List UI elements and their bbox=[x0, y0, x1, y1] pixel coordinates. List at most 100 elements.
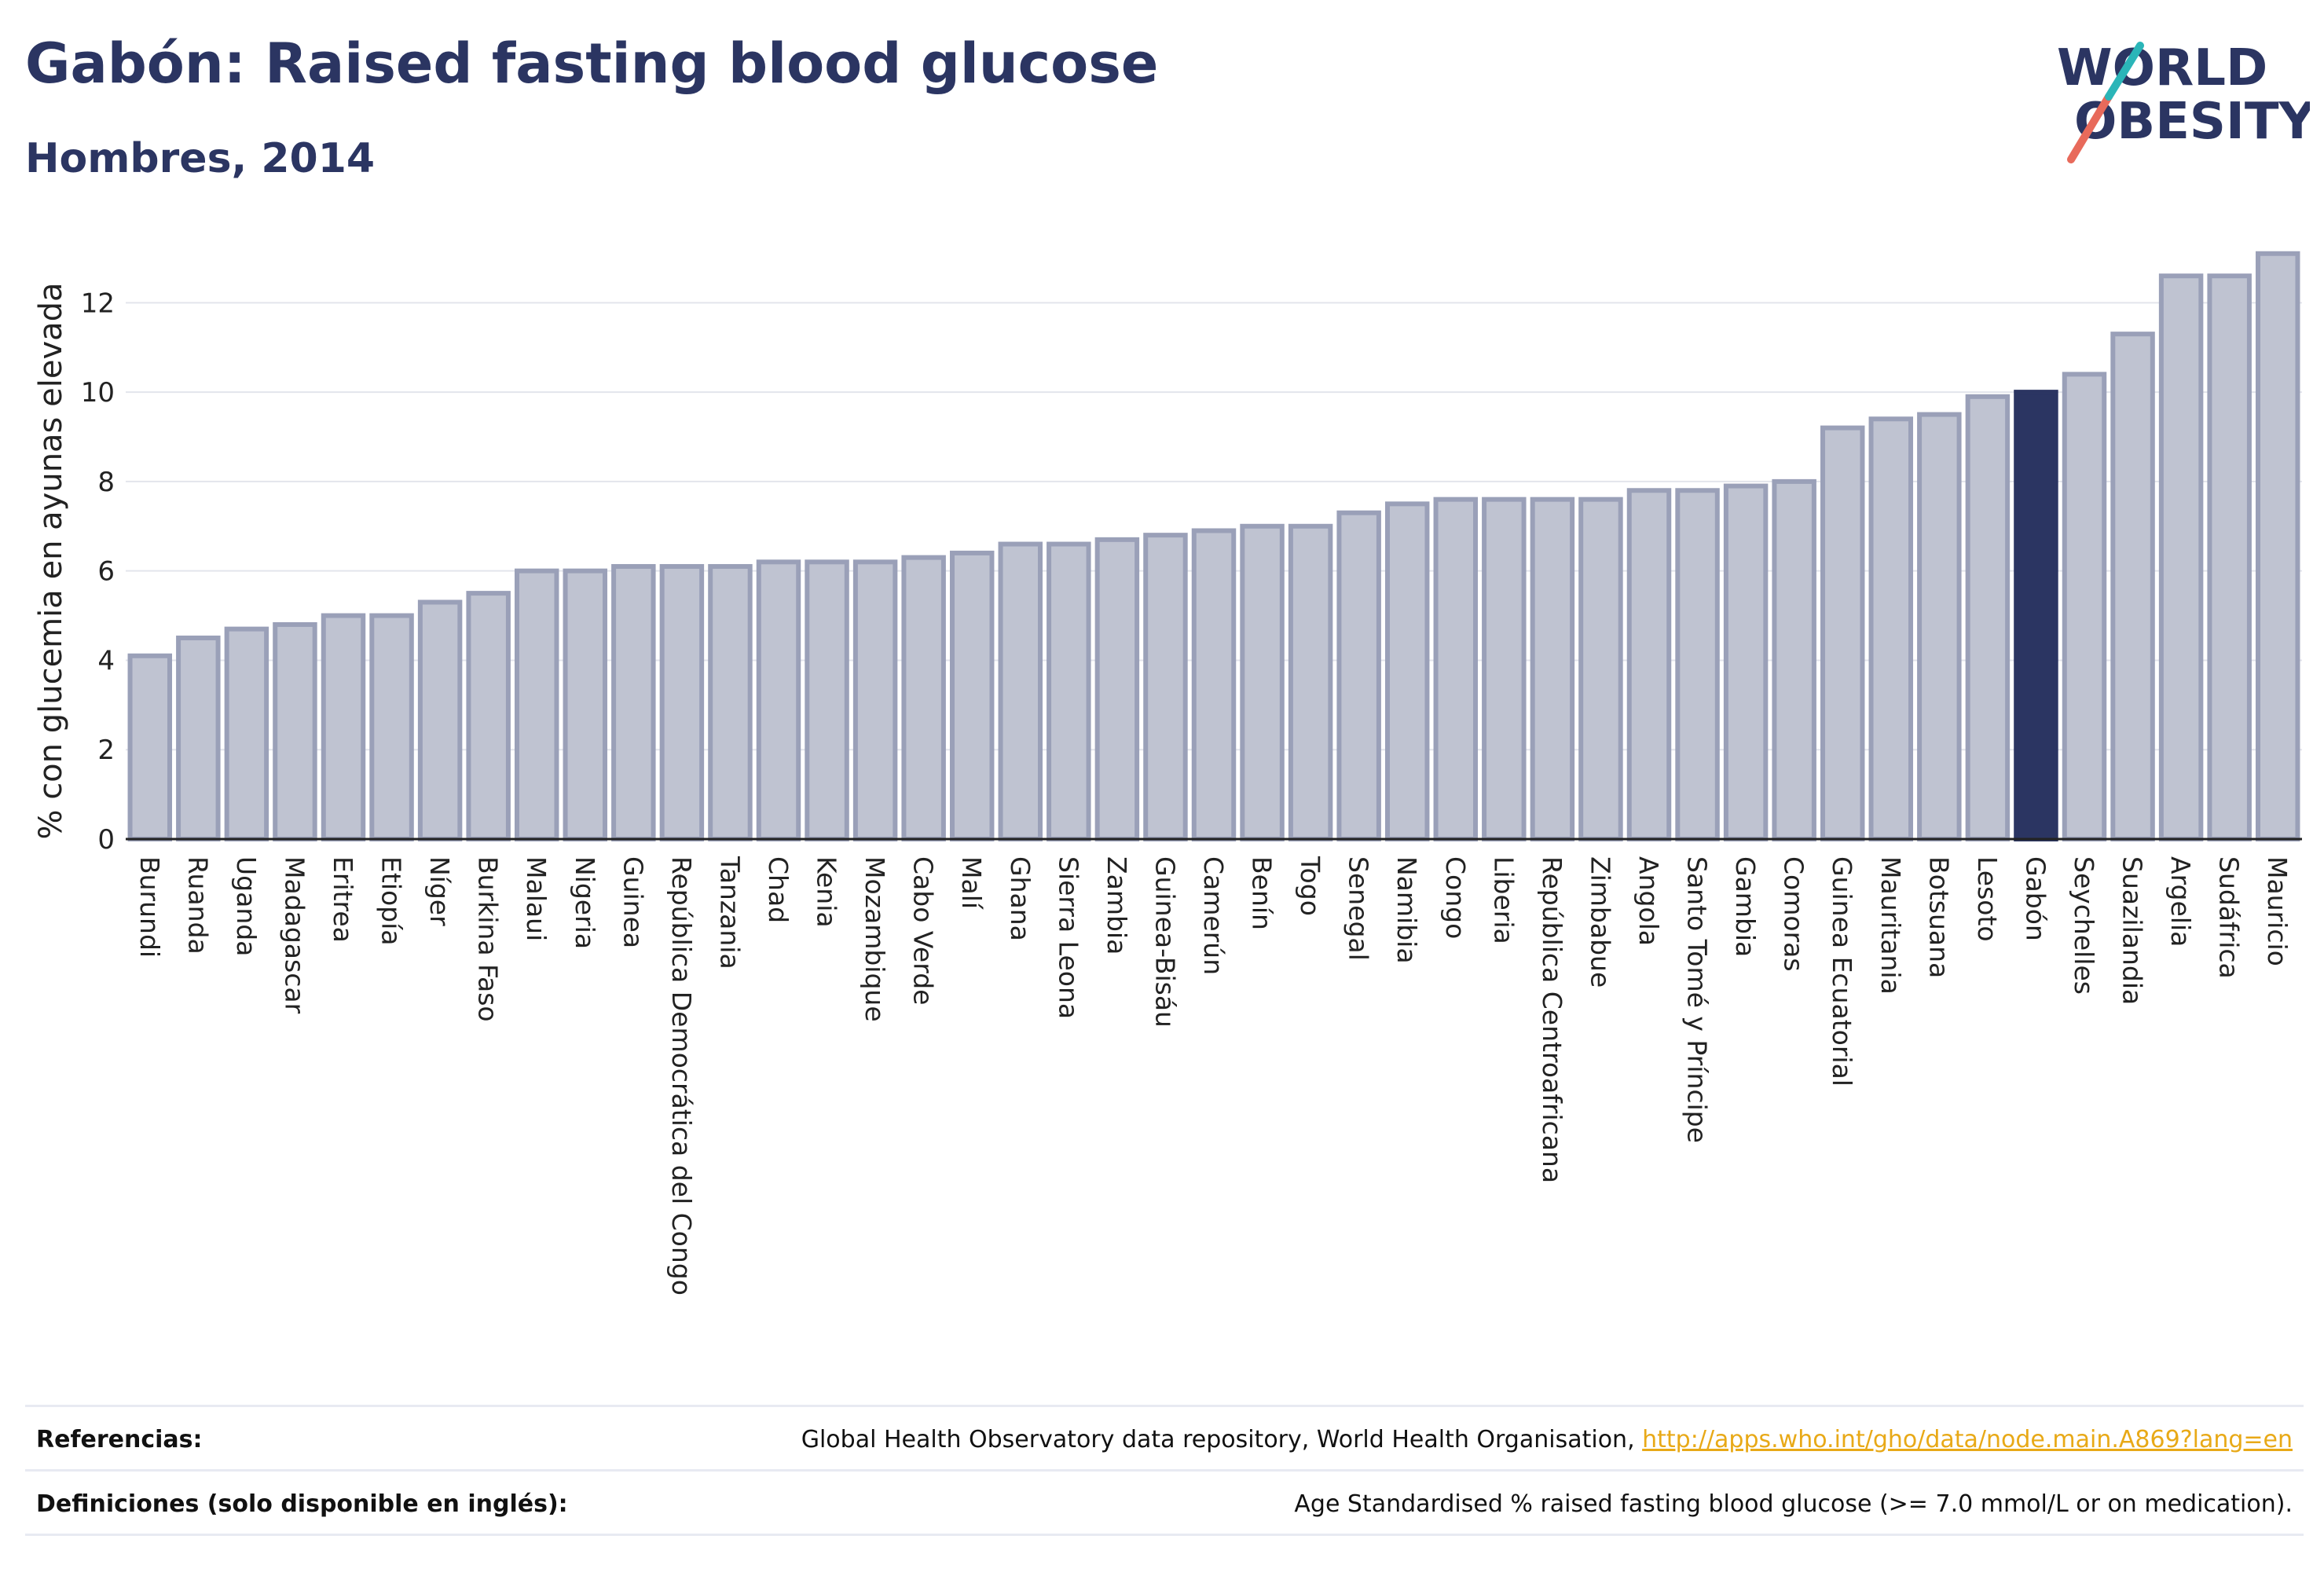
x-category-label: Zimbabue bbox=[1585, 856, 1615, 988]
x-category-label: Gabón bbox=[2020, 856, 2051, 941]
bar bbox=[852, 559, 898, 841]
x-category-label: Ghana bbox=[1005, 856, 1036, 941]
bar bbox=[611, 563, 656, 841]
y-tick-label: 12 bbox=[81, 288, 115, 319]
bar bbox=[2110, 332, 2155, 841]
x-category-label: Mozambique bbox=[860, 856, 890, 1022]
x-category-label: Senegal bbox=[1343, 856, 1374, 961]
x-category-label: Lesoto bbox=[1972, 856, 2003, 942]
x-category-label: Comoras bbox=[1779, 856, 1809, 972]
bar bbox=[901, 555, 946, 841]
x-category-label: Angola bbox=[1633, 856, 1664, 946]
x-category-label: Etiopía bbox=[376, 856, 407, 946]
bar bbox=[1336, 510, 1381, 841]
bar bbox=[1772, 478, 1816, 842]
x-category-label: Botsuana bbox=[1923, 856, 1954, 978]
x-category-label: Seychelles bbox=[2069, 856, 2099, 995]
x-category-label: Chad bbox=[763, 856, 794, 923]
bar bbox=[2207, 273, 2252, 841]
y-tick-labels: 0 2 4 6 8 10 12 bbox=[81, 288, 115, 856]
y-tick-label: 2 bbox=[97, 735, 115, 766]
references-value: Global Health Observatory data repositor… bbox=[801, 1426, 2304, 1453]
bar bbox=[514, 568, 559, 842]
x-category-labels: Burundi Ruanda Uganda Madagascar Eritrea Etio… bbox=[134, 856, 2293, 1296]
x-category-label: Burundi bbox=[134, 856, 165, 958]
bar bbox=[708, 563, 753, 841]
bar bbox=[1433, 497, 1479, 842]
bar bbox=[998, 541, 1043, 841]
bar bbox=[756, 559, 801, 841]
bar bbox=[1820, 425, 1865, 841]
x-category-label: Mauritania bbox=[1875, 856, 1906, 995]
bar bbox=[1578, 497, 1623, 842]
bar bbox=[949, 550, 995, 842]
x-category-label: Sierra Leona bbox=[1053, 856, 1083, 1019]
x-category-label: Ruanda bbox=[182, 856, 213, 955]
world-obesity-logo: WORLD OBESITY bbox=[2057, 39, 2310, 163]
x-category-label: Malí bbox=[956, 856, 987, 911]
bar bbox=[1482, 497, 1527, 842]
x-category-label: Nigeria bbox=[570, 856, 600, 949]
definitions-row: Definiciones (solo disponible en inglés)… bbox=[25, 1469, 2304, 1536]
bar bbox=[369, 613, 414, 841]
x-category-label: Níger bbox=[424, 856, 455, 926]
bar bbox=[1917, 412, 1962, 841]
x-category-label: Mauricio bbox=[2262, 856, 2293, 966]
logo-slash-coral bbox=[2067, 93, 2113, 163]
x-category-label: Cabo Verde bbox=[908, 856, 939, 1005]
x-category-label: Namibia bbox=[1391, 856, 1422, 964]
x-category-label: Sudáfrica bbox=[2214, 856, 2245, 979]
x-category-label: Zambia bbox=[1102, 856, 1132, 955]
bar bbox=[273, 621, 317, 842]
bar bbox=[1965, 394, 2011, 841]
references-text: Global Health Observatory data repositor… bbox=[801, 1425, 1643, 1453]
bar bbox=[1143, 533, 1188, 842]
x-category-label: Malaui bbox=[521, 856, 552, 941]
bar bbox=[1384, 501, 1430, 841]
x-category-label: Tanzania bbox=[714, 856, 745, 969]
bar bbox=[417, 599, 463, 841]
bar bbox=[224, 626, 269, 841]
bar bbox=[1723, 483, 1769, 841]
references-link[interactable]: http://apps.who.int/gho/data/node.main.A… bbox=[1642, 1425, 2293, 1453]
y-tick-label: 4 bbox=[97, 645, 115, 676]
y-tick-label: 8 bbox=[97, 467, 115, 498]
x-category-label: Guinea bbox=[618, 856, 648, 948]
bar bbox=[1191, 528, 1237, 841]
x-category-label: Eritrea bbox=[328, 856, 358, 943]
x-category-label: República Democrática del Congo bbox=[666, 856, 697, 1296]
logo-line-world: WORLD bbox=[2057, 39, 2267, 97]
bar bbox=[1530, 497, 1575, 842]
chart-title: Gabón: Raised fasting blood glucose bbox=[25, 31, 1159, 96]
bar bbox=[321, 613, 366, 841]
logo-line-obesity: OBESITY bbox=[2074, 93, 2310, 151]
bar bbox=[466, 591, 511, 841]
bar-chart: 0 2 4 6 8 10 12 Burundi Ruanda Uganda Madagascar E… bbox=[33, 251, 2302, 1296]
x-category-label: Uganda bbox=[231, 856, 262, 956]
x-category-label: Argelia bbox=[2165, 856, 2196, 947]
bar bbox=[1868, 416, 1914, 841]
bar bbox=[563, 568, 608, 842]
x-category-label: Guinea-Bisáu bbox=[1149, 856, 1180, 1028]
x-category-label: Kenia bbox=[812, 856, 842, 928]
bar bbox=[2062, 372, 2107, 842]
bar bbox=[1240, 523, 1285, 841]
y-tick-label: 6 bbox=[97, 556, 115, 588]
footer-divider bbox=[25, 1534, 2304, 1536]
bar bbox=[1675, 488, 1720, 841]
x-category-label: Madagascar bbox=[279, 856, 310, 1014]
logo-slash-teal bbox=[2105, 42, 2144, 101]
y-axis-label: % con glucemia en ayunas elevada bbox=[33, 282, 69, 839]
bar bbox=[1288, 523, 1333, 841]
x-category-label: Suazilandia bbox=[2117, 856, 2148, 1005]
x-category-label: Guinea Ecuatorial bbox=[1827, 856, 1857, 1087]
y-tick-label: 0 bbox=[97, 824, 115, 856]
bar bbox=[659, 563, 705, 841]
bar bbox=[1047, 541, 1091, 841]
x-category-label: Benín bbox=[1247, 856, 1277, 930]
bar bbox=[2255, 251, 2300, 841]
definitions-value: Age Standardised % raised fasting blood … bbox=[1294, 1490, 2293, 1518]
x-category-label: Liberia bbox=[1488, 856, 1519, 944]
bars bbox=[127, 251, 2300, 842]
x-category-label: Gambia bbox=[1730, 856, 1761, 957]
